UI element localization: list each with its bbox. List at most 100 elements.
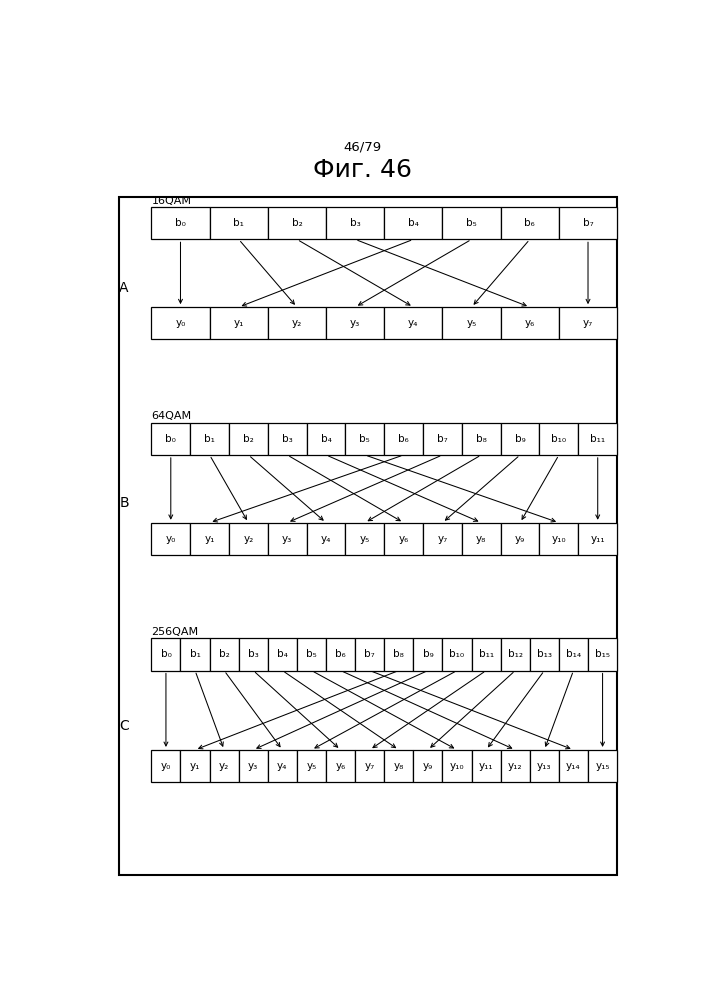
Text: b₄: b₄ (320, 434, 332, 444)
Bar (578, 523, 617, 555)
Bar (501, 207, 559, 239)
Text: B: B (119, 496, 129, 510)
Text: b₁₄: b₁₄ (566, 649, 581, 659)
Text: y₆: y₆ (335, 761, 346, 771)
Text: 46/79: 46/79 (344, 140, 381, 153)
Text: b₃: b₃ (350, 218, 361, 228)
Bar (385, 523, 423, 555)
Bar (151, 207, 209, 239)
Bar (268, 750, 297, 782)
Bar (229, 423, 268, 455)
Text: y₉: y₉ (423, 761, 433, 771)
Bar (268, 207, 326, 239)
Bar (501, 423, 539, 455)
Bar (239, 638, 268, 671)
Bar (423, 523, 462, 555)
Text: y₂: y₂ (292, 318, 302, 328)
Bar (385, 307, 443, 339)
Bar (443, 307, 501, 339)
Text: b₂: b₂ (218, 649, 230, 659)
Bar (414, 638, 443, 671)
Bar (462, 523, 501, 555)
Text: b₄: b₄ (408, 218, 419, 228)
Text: y₁₃: y₁₃ (537, 761, 551, 771)
Bar (559, 638, 588, 671)
Text: b₁: b₁ (233, 218, 244, 228)
Text: b₀: b₀ (175, 218, 186, 228)
Text: b₁₀: b₁₀ (551, 434, 566, 444)
Text: C: C (119, 719, 129, 733)
Text: y₄: y₄ (321, 534, 331, 544)
Bar (151, 523, 190, 555)
Text: b₁₀: b₁₀ (450, 649, 464, 659)
Text: y₈: y₈ (394, 761, 404, 771)
Bar (346, 523, 385, 555)
Bar (539, 523, 578, 555)
Bar (209, 207, 268, 239)
Text: b₇: b₇ (437, 434, 448, 444)
Bar (180, 638, 209, 671)
Text: y₁: y₁ (190, 761, 200, 771)
Text: b₉: b₉ (423, 649, 433, 659)
Text: b₁₃: b₁₃ (537, 649, 552, 659)
Text: y₇: y₇ (583, 318, 593, 328)
Bar (588, 750, 617, 782)
Bar (414, 750, 443, 782)
Text: b₆: b₆ (525, 218, 535, 228)
Text: y₁₂: y₁₂ (508, 761, 522, 771)
Bar (501, 750, 530, 782)
Bar (209, 638, 239, 671)
Bar (151, 307, 209, 339)
Text: y₂: y₂ (219, 761, 229, 771)
Bar (180, 750, 209, 782)
Text: b₃: b₃ (282, 434, 293, 444)
Bar (462, 423, 501, 455)
Text: y₃: y₃ (350, 318, 361, 328)
Text: b₃: b₃ (248, 649, 259, 659)
Text: b₇: b₇ (583, 218, 593, 228)
Bar (326, 750, 355, 782)
Text: y₀: y₀ (165, 534, 176, 544)
Bar (443, 638, 472, 671)
Bar (559, 750, 588, 782)
Text: b₈: b₈ (476, 434, 486, 444)
Text: b₆: b₆ (335, 649, 346, 659)
Text: y₄: y₄ (408, 318, 419, 328)
Bar (307, 423, 346, 455)
Bar (530, 750, 559, 782)
Bar (190, 523, 229, 555)
Bar (385, 750, 414, 782)
Bar (539, 423, 578, 455)
Bar (268, 523, 307, 555)
Text: y₃: y₃ (248, 761, 258, 771)
Text: b₀: b₀ (160, 649, 171, 659)
Bar (588, 638, 617, 671)
Bar (501, 638, 530, 671)
Bar (501, 307, 559, 339)
Text: b₅: b₅ (359, 434, 370, 444)
Text: Фиг. 46: Фиг. 46 (312, 158, 412, 182)
Text: y₈: y₈ (476, 534, 486, 544)
Text: y₅: y₅ (467, 318, 477, 328)
Bar (268, 423, 307, 455)
Text: b₁₂: b₁₂ (508, 649, 522, 659)
Text: y₁₀: y₁₀ (551, 534, 566, 544)
Text: b₁₅: b₁₅ (595, 649, 610, 659)
Bar (151, 750, 180, 782)
Text: y₅: y₅ (306, 761, 317, 771)
Text: b₂: b₂ (243, 434, 254, 444)
Text: y₃: y₃ (282, 534, 293, 544)
Text: y₁: y₁ (233, 318, 244, 328)
Bar (385, 207, 443, 239)
Text: y₀: y₀ (160, 761, 171, 771)
Bar (355, 638, 385, 671)
Text: b₀: b₀ (165, 434, 176, 444)
Bar (472, 638, 501, 671)
Text: y₆: y₆ (399, 534, 409, 544)
Bar (268, 638, 297, 671)
Bar (326, 207, 385, 239)
Bar (268, 307, 326, 339)
Text: y₇: y₇ (365, 761, 375, 771)
Bar (355, 750, 385, 782)
Text: 16QAM: 16QAM (151, 196, 192, 206)
